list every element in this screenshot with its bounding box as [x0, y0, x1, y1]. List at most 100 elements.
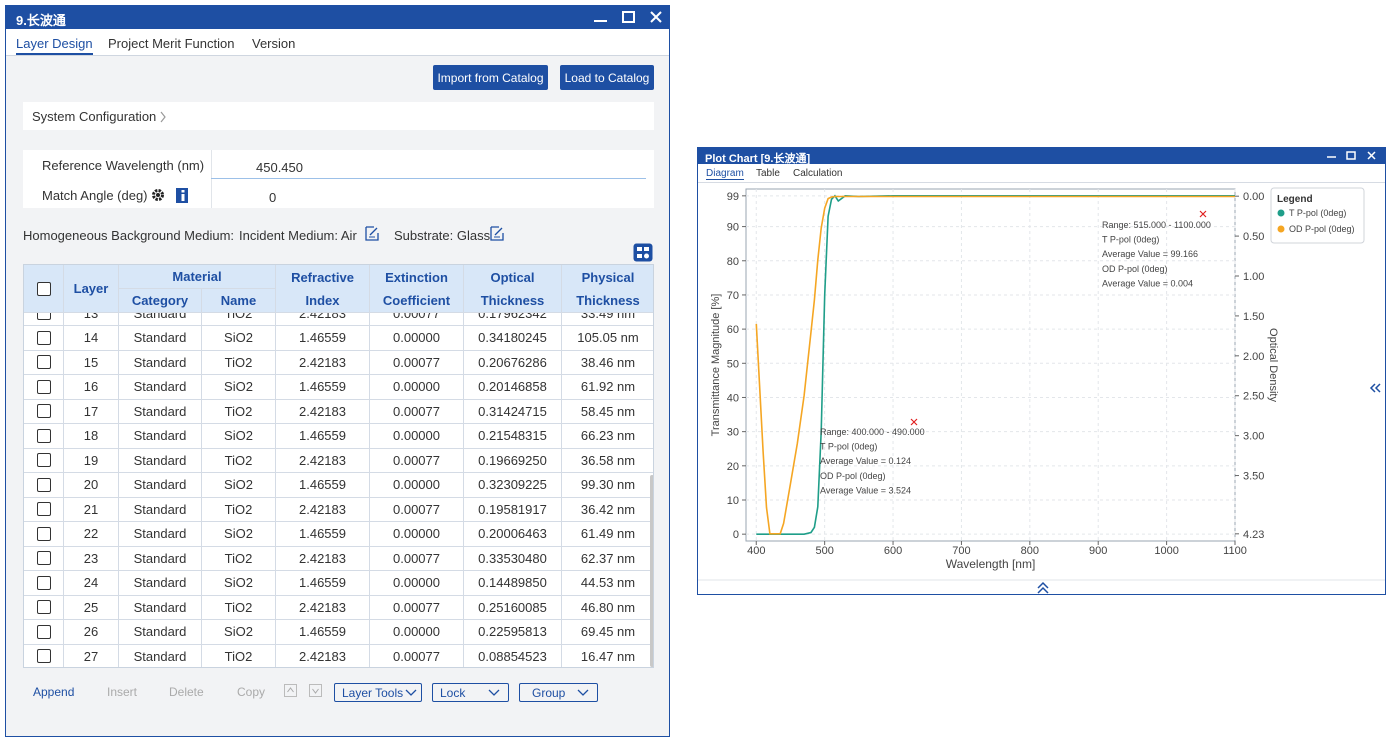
table-cell[interactable]: 0.00077	[370, 595, 464, 620]
table-cell[interactable]: 66.23 nm	[562, 424, 653, 449]
table-cell[interactable]: 58.45 nm	[562, 400, 653, 424]
table-cell[interactable]: 0.22595813	[464, 620, 562, 645]
table-cell[interactable]: 36.58 nm	[562, 449, 653, 473]
table-cell[interactable]: 0.19669250	[464, 448, 562, 473]
action-button[interactable]: Insert	[107, 685, 138, 699]
table-cell[interactable]: 99.30 nm	[562, 473, 653, 498]
table-cell[interactable]: Standard	[119, 620, 202, 645]
table-cell[interactable]: TiO2	[202, 546, 276, 571]
table-cell[interactable]: 61.92 nm	[562, 375, 653, 400]
table-cell[interactable]: 0.08854523	[464, 644, 562, 667]
table-cell[interactable]: 23	[64, 546, 119, 571]
checkbox[interactable]	[36, 355, 51, 370]
table-cell[interactable]: 0.00077	[370, 399, 464, 424]
button[interactable]: Load to Catalog	[560, 65, 654, 90]
dropdown[interactable]: Layer Tools	[334, 683, 422, 702]
table-cell[interactable]: TiO2	[202, 448, 276, 473]
checkbox[interactable]	[36, 281, 51, 296]
table-cell[interactable]: 15	[64, 350, 119, 375]
table-cell[interactable]: 0.00077	[370, 497, 464, 522]
table-cell[interactable]: SiO2	[202, 620, 276, 645]
table-cell[interactable]: 2.42183	[276, 448, 370, 473]
checkbox[interactable]	[36, 379, 51, 394]
table-cell[interactable]: 0.20676286	[464, 350, 562, 375]
table-cell[interactable]: 25	[64, 595, 119, 620]
checkbox[interactable]	[36, 551, 51, 566]
table-cell[interactable]: 1.46559	[276, 375, 370, 400]
dropdown[interactable]: Group	[519, 683, 598, 702]
system-configuration-panel[interactable]: System Configuration	[23, 102, 654, 130]
table-cell[interactable]: Standard	[119, 473, 202, 498]
table-cell[interactable]: 0.00000	[370, 326, 464, 351]
window-controls[interactable]	[1323, 150, 1383, 162]
table-cell[interactable]: 0.00077	[370, 644, 464, 667]
tab[interactable]: Layer Design	[16, 36, 93, 55]
edit-icon[interactable]	[489, 225, 505, 242]
table-cell[interactable]: SiO2	[202, 326, 276, 351]
table-cell[interactable]: TiO2	[202, 399, 276, 424]
table-cell[interactable]: 2.42183	[276, 350, 370, 375]
tab[interactable]: Calculation	[793, 168, 843, 179]
table-cell[interactable]: TiO2	[202, 350, 276, 375]
table-cell[interactable]: 20	[64, 473, 119, 498]
table-cell[interactable]: TiO2	[202, 644, 276, 667]
table-cell[interactable]: 19	[64, 448, 119, 473]
table-cell[interactable]: 0.00000	[370, 375, 464, 400]
table-cell[interactable]: 14	[64, 326, 119, 351]
table-cell[interactable]: 1.46559	[276, 326, 370, 351]
table-cell[interactable]: Standard	[119, 399, 202, 424]
checkbox[interactable]	[36, 526, 51, 541]
table-cell[interactable]: 16	[64, 375, 119, 400]
table-cell[interactable]: 18	[64, 424, 119, 449]
table-cell[interactable]: 2.42183	[276, 399, 370, 424]
scrollbar[interactable]	[650, 475, 653, 667]
table-cell[interactable]: Standard	[119, 326, 202, 351]
table-cell[interactable]: 0.19581917	[464, 497, 562, 522]
table-cell[interactable]: 0.31424715	[464, 399, 562, 424]
tab[interactable]: Version	[252, 36, 296, 51]
table-cell[interactable]: 0.00000	[370, 424, 464, 449]
setting-value[interactable]: 450.450	[256, 160, 303, 175]
table-cell[interactable]: 1.46559	[276, 571, 370, 596]
table-cell[interactable]: 26	[64, 620, 119, 645]
table-cell[interactable]: Standard	[119, 424, 202, 449]
table-cell[interactable]: 0.32309225	[464, 473, 562, 498]
table-cell[interactable]: 0.21548315	[464, 424, 562, 449]
table-cell[interactable]: 0.20006463	[464, 522, 562, 547]
table-cell[interactable]: 2.42183	[276, 595, 370, 620]
table-cell[interactable]: Standard	[119, 448, 202, 473]
move-buttons[interactable]	[284, 684, 324, 698]
table-cell[interactable]: 0.00077	[370, 546, 464, 571]
table-cell[interactable]: 21	[64, 497, 119, 522]
table-cell[interactable]: 0.00000	[370, 571, 464, 596]
checkbox[interactable]	[36, 330, 51, 345]
collapse-icon[interactable]	[1369, 383, 1381, 393]
checkbox[interactable]	[36, 477, 51, 492]
table-cell[interactable]: Standard	[119, 497, 202, 522]
table-cell[interactable]: 38.46 nm	[562, 351, 653, 375]
action-button[interactable]: Delete	[169, 685, 204, 699]
setting-value[interactable]: 0	[269, 190, 277, 205]
table-cell[interactable]: SiO2	[202, 375, 276, 400]
action-button[interactable]: Copy	[237, 685, 266, 699]
action-button[interactable]: Append	[33, 685, 75, 699]
table-cell[interactable]: 1.46559	[276, 522, 370, 547]
table-cell[interactable]: SiO2	[202, 571, 276, 596]
table-cell[interactable]: 105.05 nm	[562, 326, 653, 351]
table-cell[interactable]: 2.42183	[276, 546, 370, 571]
button[interactable]: Import from Catalog	[433, 65, 548, 90]
table-cell[interactable]: 44.53 nm	[562, 571, 653, 596]
table-cell[interactable]: Standard	[119, 571, 202, 596]
checkbox[interactable]	[36, 649, 51, 664]
table-cell[interactable]: 2.42183	[276, 497, 370, 522]
checkbox[interactable]	[36, 624, 51, 639]
table-cell[interactable]: 46.80 nm	[562, 596, 653, 620]
setting-icons[interactable]	[152, 188, 188, 204]
table-cell[interactable]: TiO2	[202, 595, 276, 620]
tab[interactable]: Diagram	[706, 168, 744, 180]
checkbox[interactable]	[36, 428, 51, 443]
checkbox[interactable]	[36, 502, 51, 517]
table-cell[interactable]: 1.46559	[276, 424, 370, 449]
table-cell[interactable]: Standard	[119, 350, 202, 375]
table-cell[interactable]: 1.46559	[276, 473, 370, 498]
